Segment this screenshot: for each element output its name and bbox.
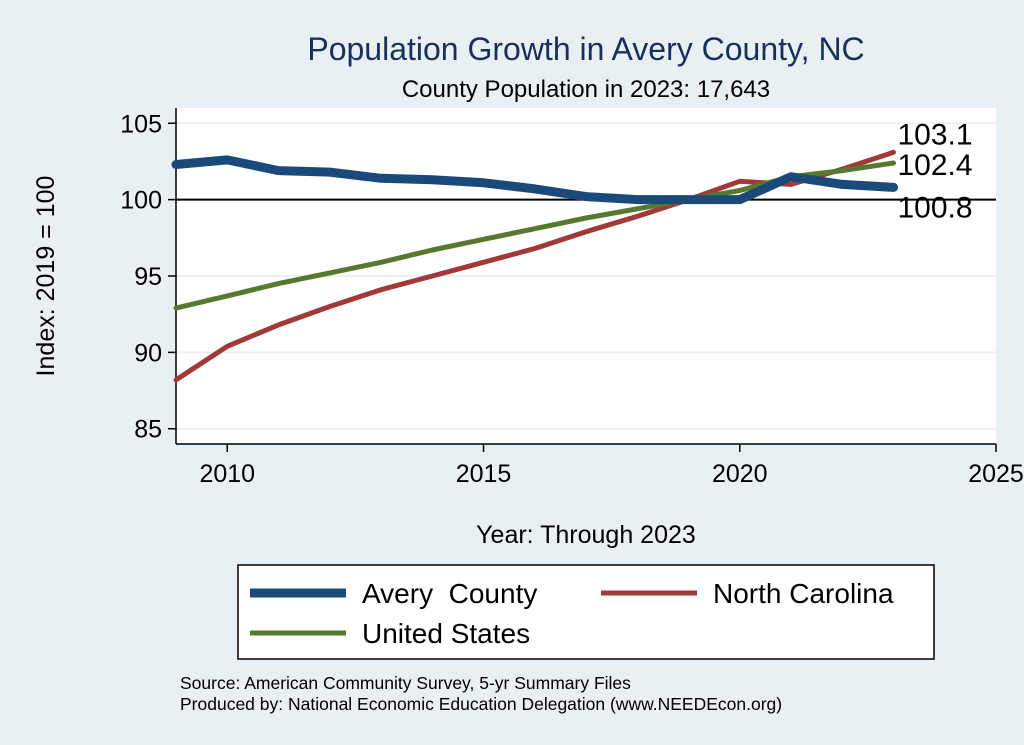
x-tick-label: 2015 bbox=[456, 460, 512, 488]
chart-title: Population Growth in Avery County, NC bbox=[307, 31, 864, 67]
y-tick-label: 85 bbox=[134, 416, 162, 444]
x-tick-label: 2025 bbox=[968, 460, 1024, 488]
end-label: 102.4 bbox=[898, 149, 973, 182]
y-tick-label: 105 bbox=[120, 110, 162, 138]
legend-box bbox=[237, 564, 935, 660]
legend-entries: Avery County North Carolina United States bbox=[250, 578, 894, 649]
chart-subtitle: County Population in 2023: 17,643 bbox=[402, 76, 770, 103]
legend-label: North Carolina bbox=[713, 578, 894, 609]
legend-label: United States bbox=[362, 618, 530, 649]
series-lines bbox=[171, 149, 898, 383]
legend: Avery County North Carolina United States bbox=[237, 564, 935, 660]
end-label: 103.1 bbox=[898, 118, 973, 151]
x-tick-label: 2020 bbox=[712, 460, 768, 488]
y-tick-label: 95 bbox=[134, 263, 162, 291]
end-label: 100.8 bbox=[898, 191, 973, 224]
x-ticks: 2010 2015 2020 2025 bbox=[199, 444, 1024, 488]
y-ticks: 85 90 95 100 105 bbox=[120, 110, 176, 444]
y-tick-label: 90 bbox=[134, 339, 162, 367]
source-line-2: Produced by: National Economic Education… bbox=[180, 694, 782, 714]
x-axis-title: Year: Through 2023 bbox=[476, 521, 696, 549]
series-line-avery-county bbox=[171, 155, 898, 205]
y-axis-title: Index: 2019 = 100 bbox=[32, 176, 60, 377]
legend-label: Avery County bbox=[362, 578, 537, 609]
source-line-1: Source: American Community Survey, 5-yr … bbox=[180, 673, 631, 693]
y-tick-label: 100 bbox=[120, 187, 162, 215]
x-tick-label: 2010 bbox=[199, 460, 255, 488]
